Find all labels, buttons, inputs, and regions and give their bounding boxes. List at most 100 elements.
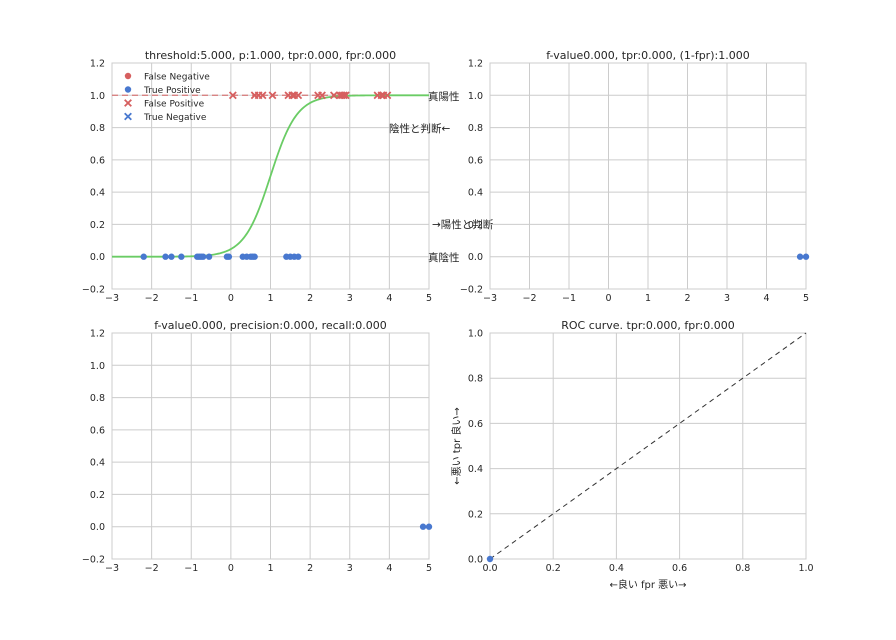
y-tick-label: 0.8 <box>468 123 483 134</box>
true-positive-point <box>199 253 207 260</box>
x-tick-label: 0.8 <box>735 563 750 574</box>
false-positive-point <box>383 91 392 100</box>
y-tick-label: 0.4 <box>468 188 483 199</box>
chart-title: f-value0.000, tpr:0.000, (1-fpr):1.000 <box>546 49 749 62</box>
false-positive-point <box>339 91 348 100</box>
x-marker-stroke <box>228 91 237 100</box>
x-tick-label: −1 <box>184 293 198 304</box>
x-tick-label: 0.4 <box>609 563 624 574</box>
y-tick-label: 0.0 <box>90 522 105 533</box>
series-point <box>802 253 810 260</box>
series-point <box>486 555 494 563</box>
x-marker-stroke <box>377 91 386 100</box>
x-marker-stroke <box>339 91 348 100</box>
y-tick-label: 0.2 <box>90 490 105 501</box>
chart-title: threshold:5.000, p:1.000, tpr:0.000, fpr… <box>145 49 396 62</box>
subplot-2: −3 −2 −1 0 1 2 3 4 5 −0.2 0.0 0.2 0.4 0.6 0.8 1.0 1.2 f-v… <box>460 49 810 304</box>
true-positive-point <box>295 253 302 260</box>
x-tick-label: 0.6 <box>672 563 687 574</box>
x-tick-label: 3 <box>347 563 353 574</box>
false-positive-point <box>268 91 277 100</box>
x-tick-label: 1.0 <box>798 563 813 574</box>
y-tick-label: 1.0 <box>468 329 483 340</box>
x-tick-label: 2 <box>307 293 313 304</box>
x-tick-label: 1 <box>267 563 273 574</box>
subplot-1: −3 −2 −1 0 1 2 3 4 5 −0.2 0.0 0.2 0.4 0.6 0.8 1.0 1.2 thr… <box>82 49 494 304</box>
x-tick-label: 3 <box>724 293 730 304</box>
x-tick-label: 4 <box>763 293 769 304</box>
x-marker-stroke <box>383 91 392 100</box>
chart-title: ROC curve. tpr:0.000, fpr:0.000 <box>561 319 735 332</box>
x-marker-stroke <box>329 91 338 100</box>
false-positive-point <box>258 91 267 100</box>
x-tick-label: 0.0 <box>482 563 497 574</box>
plot-frame <box>111 332 430 560</box>
x-marker-stroke <box>294 91 303 100</box>
x-tick-label: 4 <box>386 293 392 304</box>
x-marker-stroke <box>268 91 277 100</box>
y-tick-label: 1.2 <box>468 59 483 70</box>
legend-label: True Negative <box>143 113 207 123</box>
plot-frame <box>489 332 807 560</box>
y-tick-label: 0.2 <box>90 220 105 231</box>
x-marker-stroke <box>124 112 132 121</box>
false-positive-point <box>341 91 350 100</box>
y-tick-label: 0.0 <box>468 252 483 263</box>
x-tick-label: 0.2 <box>546 563 561 574</box>
true-positive-point <box>225 253 233 260</box>
false-positive-point <box>294 91 303 100</box>
y-tick-label: 1.0 <box>90 361 105 372</box>
annotation-true-positive: 真陽性 <box>428 90 460 103</box>
x-tick-label: 1 <box>645 293 651 304</box>
x-tick-label: 5 <box>426 563 432 574</box>
x-tick-label: 2 <box>684 293 690 304</box>
x-tick-label: 1 <box>267 293 273 304</box>
y-axis-label: ←悪い tpr 良い→ <box>450 407 463 485</box>
y-tick-label: 0.2 <box>468 509 483 520</box>
legend-label: False Positive <box>144 100 205 110</box>
legend-label: False Negative <box>144 73 210 83</box>
true-positive-point <box>205 253 213 260</box>
x-axis-label: ←良い fpr 悪い→ <box>609 578 686 591</box>
x-marker-stroke <box>124 99 132 107</box>
x-marker-stroke <box>288 91 297 100</box>
y-tick-label: 0.6 <box>90 425 105 436</box>
annotation-judged-negative: 陰性と判断← <box>389 122 450 135</box>
series-point <box>425 523 433 530</box>
x-tick-label: 5 <box>426 293 432 304</box>
subplot-4: 0.0 0.2 0.4 0.6 0.8 1.0 0.0 0.2 0.4 0.6 0.8 1.0 ROC … <box>450 319 814 591</box>
false-positive-point <box>318 91 326 100</box>
plot-frame <box>489 62 807 290</box>
plot-frame <box>111 62 430 290</box>
x-tick-label: 0 <box>228 563 234 574</box>
false-positive-point <box>329 91 338 100</box>
y-tick-label: 0.4 <box>90 188 105 199</box>
y-tick-label: −0.2 <box>82 285 105 296</box>
y-tick-label: 0.2 <box>468 220 483 231</box>
false-positive-point <box>228 91 237 100</box>
false-positive-point <box>288 91 297 100</box>
x-tick-label: −2 <box>145 563 159 574</box>
y-tick-label: 0.8 <box>468 374 483 385</box>
x-marker-stroke <box>258 91 267 100</box>
true-positive-point <box>178 253 185 260</box>
y-tick-label: 0.8 <box>90 393 105 404</box>
x-tick-label: −3 <box>105 293 119 304</box>
x-tick-label: −3 <box>483 293 497 304</box>
diagonal-line <box>489 332 807 560</box>
x-tick-label: 5 <box>803 293 809 304</box>
y-tick-label: 1.0 <box>468 91 483 102</box>
legend: False Negative True Positive False Positiv… <box>124 73 210 123</box>
chart-title: f-value0.000, precision:0.000, recall:0.… <box>154 319 386 332</box>
y-tick-label: 0.6 <box>90 155 105 166</box>
y-tick-label: 0.4 <box>468 464 483 475</box>
x-marker-stroke <box>318 91 326 100</box>
subplot-3: −3 −2 −1 0 1 2 3 4 5 −0.2 0.0 0.2 0.4 0.6 0.8 1.0 1.2 f-v… <box>82 319 433 574</box>
legend-label: True Positive <box>143 86 201 96</box>
x-tick-label: 0 <box>605 293 611 304</box>
x-tick-label: 4 <box>386 563 392 574</box>
x-tick-label: 0 <box>228 293 234 304</box>
x-tick-label: −1 <box>562 293 576 304</box>
x-tick-label: 3 <box>347 293 353 304</box>
